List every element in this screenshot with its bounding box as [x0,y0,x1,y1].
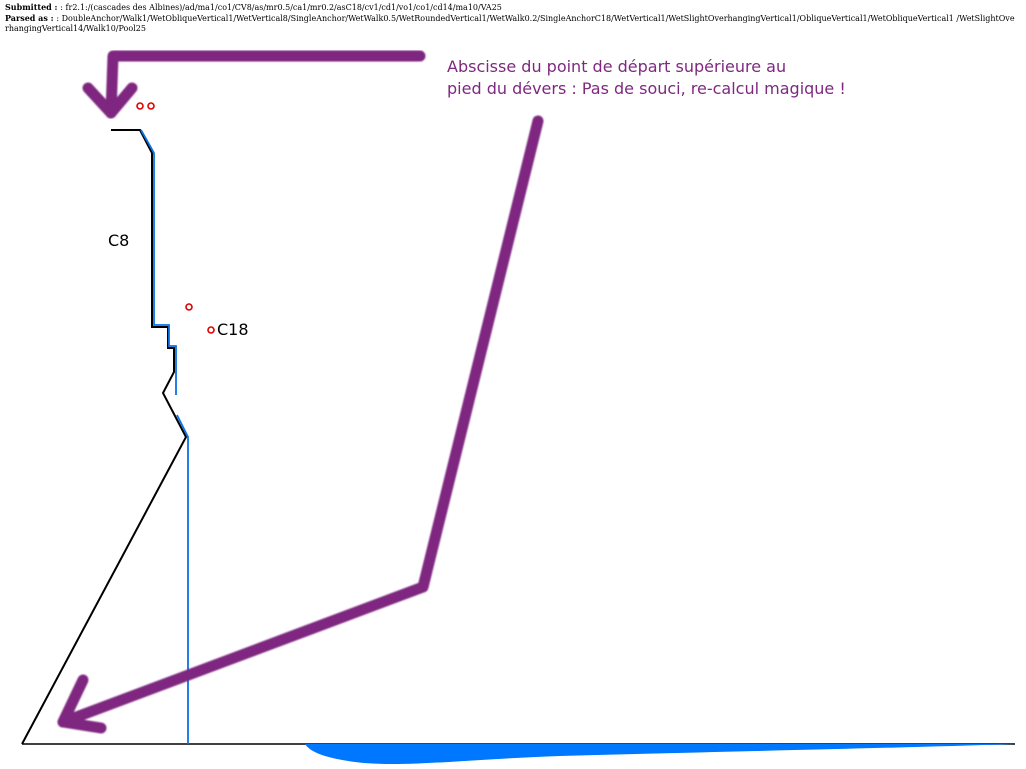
submitted-line: Submitted : : fr2.1:/(cascades des Albin… [5,2,1015,13]
header-text: Submitted : : fr2.1:/(cascades des Albin… [5,2,1015,34]
canyon-profile-line [21,129,188,745]
label-c8: C8 [108,231,130,250]
parsed-value: : DoubleAnchor/Walk1/WetObliqueVertical1… [5,14,1015,33]
submitted-label: Submitted : [5,2,61,12]
parsed-line: Parsed as : : DoubleAnchor/Walk1/WetObli… [5,13,1015,34]
arrow-top-annotation [82,50,426,119]
annotation-text: Abscisse du point de départ supérieure a… [447,56,846,100]
water-flow-lower [176,414,189,744]
anchor-icon [147,102,155,110]
anchor-icon [207,326,215,334]
arrow-bottom-shaft [57,115,544,728]
label-c18: C18 [217,320,249,339]
submitted-value: : fr2.1:/(cascades des Albines)/ad/ma1/c… [60,3,502,12]
annotation-line-1: Abscisse du point de départ supérieure a… [447,57,787,76]
arrow-top-head [82,82,138,119]
water-flow-upper [140,129,177,395]
parsed-label: Parsed as : [5,13,57,23]
arrow-bottom-head [57,674,107,734]
pool-shape [305,744,1015,765]
arrow-bottom-annotation [57,115,544,734]
arrow-top-shaft [105,50,426,119]
annotation-line-2: pied du dévers : Pas de souci, re-calcul… [447,79,846,98]
anchor-icon [185,303,193,311]
anchor-icon [136,102,144,110]
